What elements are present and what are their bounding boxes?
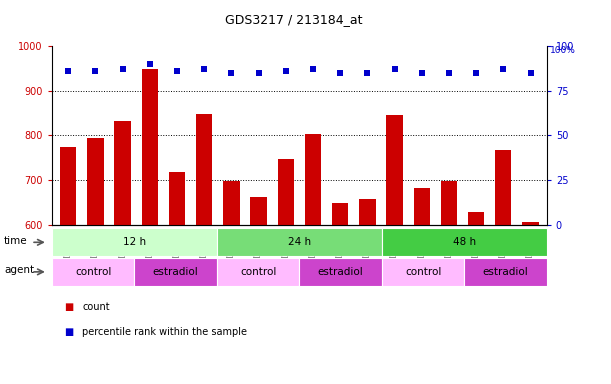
Bar [468,212,485,225]
Bar [142,69,158,225]
Point [417,70,426,76]
Text: 24 h: 24 h [288,237,311,247]
Bar [414,188,430,225]
Text: 48 h: 48 h [453,237,476,247]
Bar [251,197,267,225]
Text: agent: agent [4,265,34,275]
Point [335,70,345,76]
Bar [305,134,321,225]
Bar [60,147,76,225]
Text: control: control [405,267,441,277]
Text: 100%: 100% [550,46,576,55]
Point [390,66,400,72]
Bar [217,228,382,256]
Point [199,66,209,72]
Point [499,66,508,72]
Point [308,66,318,72]
Bar [52,258,134,286]
Bar [359,199,376,225]
Point [118,66,128,72]
Bar [299,258,382,286]
Bar [217,258,299,286]
Bar [196,114,213,225]
Text: estradiol: estradiol [153,267,199,277]
Text: ■: ■ [64,302,73,312]
Bar [332,203,348,225]
Bar [495,150,511,225]
Bar [223,181,240,225]
Text: estradiol: estradiol [318,267,364,277]
Bar [441,181,457,225]
Text: GDS3217 / 213184_at: GDS3217 / 213184_at [224,13,362,26]
Point [172,68,182,74]
Bar [386,115,403,225]
Text: time: time [4,236,27,246]
Bar [382,228,547,256]
Bar [52,228,217,256]
Bar [134,258,217,286]
Point [444,70,454,76]
Point [90,68,100,74]
Point [64,68,73,74]
Bar [277,159,294,225]
Point [145,61,155,67]
Point [227,70,236,76]
Text: control: control [240,267,276,277]
Text: control: control [75,267,111,277]
Text: count: count [82,302,110,312]
Point [362,70,372,76]
Point [525,70,535,76]
Point [254,70,263,76]
Bar [464,258,547,286]
Bar [382,258,464,286]
Bar [522,222,539,225]
Bar [87,139,104,225]
Text: ■: ■ [64,327,73,337]
Text: estradiol: estradiol [483,267,529,277]
Point [471,70,481,76]
Text: percentile rank within the sample: percentile rank within the sample [82,327,247,337]
Bar [114,121,131,225]
Point [281,68,291,74]
Bar [169,172,185,225]
Text: 12 h: 12 h [123,237,146,247]
